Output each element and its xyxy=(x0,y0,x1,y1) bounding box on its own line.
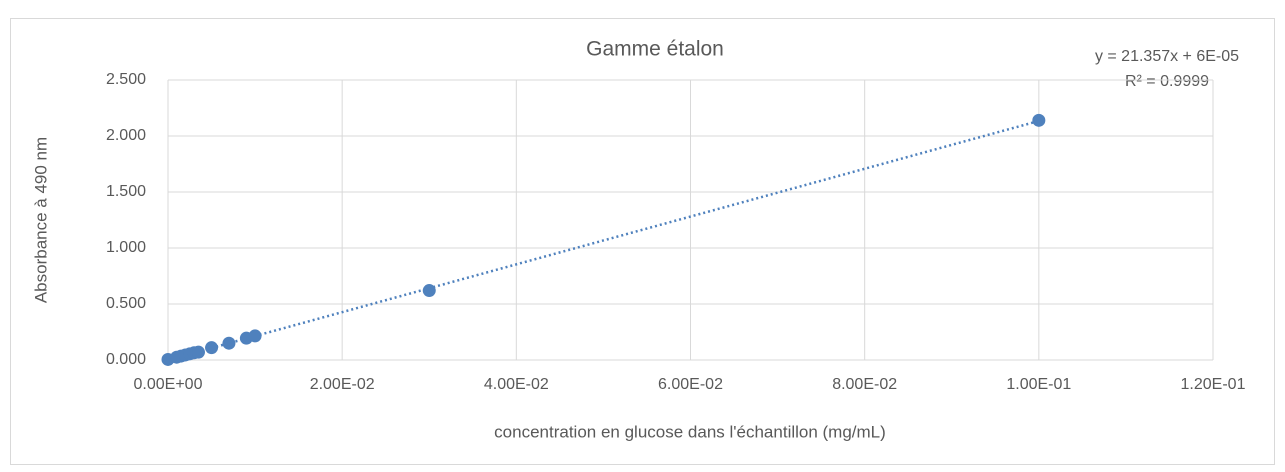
y-tick-label: 1.500 xyxy=(106,183,146,200)
point xyxy=(1032,113,1046,127)
point xyxy=(191,345,205,359)
y-tick-label: 0.500 xyxy=(106,295,146,312)
x-tick-label: 2.00E-02 xyxy=(310,376,375,393)
x-tick-label: 4.00E-02 xyxy=(484,376,549,393)
y-tick-label: 2.000 xyxy=(106,127,146,144)
y-tick-label: 2.500 xyxy=(106,71,146,88)
chart-border xyxy=(10,18,1275,465)
x-tick-label: 1.00E-01 xyxy=(1006,376,1071,393)
chart-title: Gamme étalon xyxy=(586,38,724,61)
x-axis-title: concentration en glucose dans l'échantil… xyxy=(494,422,886,441)
point xyxy=(248,329,262,343)
x-tick-label: 1.20E-01 xyxy=(1181,376,1246,393)
y-tick-label: 0.000 xyxy=(106,351,146,368)
x-tick-label: 6.00E-02 xyxy=(658,376,723,393)
x-tick-label: 0.00E+00 xyxy=(134,376,203,393)
point xyxy=(205,341,219,355)
x-tick-label: 8.00E-02 xyxy=(832,376,897,393)
y-axis-title: Absorbance à 490 nm xyxy=(31,137,50,303)
trendline-r2: R² = 0.9999 xyxy=(1125,73,1209,90)
trendline xyxy=(167,119,1040,362)
trendline-equation: y = 21.357x + 6E-05 xyxy=(1095,48,1239,65)
point xyxy=(422,284,436,298)
point xyxy=(222,336,236,350)
y-tick-label: 1.000 xyxy=(106,239,146,256)
